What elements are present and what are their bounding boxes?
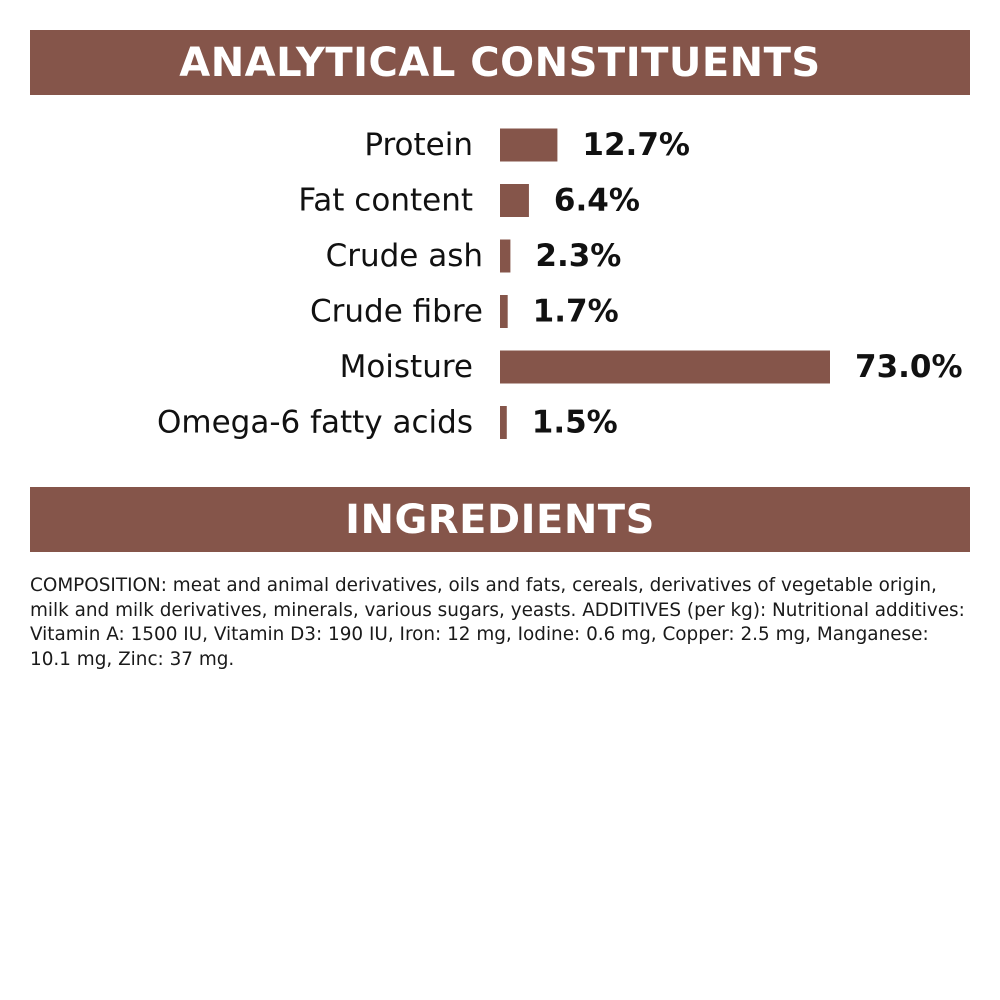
value-label: 1.5% bbox=[532, 405, 618, 441]
bar bbox=[500, 295, 508, 328]
category-label: Crude ash bbox=[326, 238, 483, 274]
category-label: Fat content bbox=[298, 183, 473, 219]
category-label: Crude fibre bbox=[310, 294, 483, 330]
bar bbox=[500, 184, 529, 217]
composition-text: COMPOSITION: meat and animal derivatives… bbox=[30, 575, 965, 670]
bar bbox=[500, 406, 507, 439]
ingredients-header: INGREDIENTS bbox=[30, 487, 970, 552]
value-label: 6.4% bbox=[554, 183, 640, 219]
value-label: 2.3% bbox=[535, 238, 621, 274]
category-label: Moisture bbox=[340, 349, 473, 385]
category-label: Protein bbox=[364, 127, 473, 163]
analytical-constituents-header: ANALYTICAL CONSTITUENTS bbox=[30, 30, 970, 95]
bar bbox=[500, 239, 511, 273]
value-label: 73.0% bbox=[855, 349, 963, 385]
value-label: 1.7% bbox=[533, 294, 619, 330]
category-label: Omega-6 fatty acids bbox=[157, 405, 473, 441]
bar bbox=[500, 128, 558, 162]
value-label: 12.7% bbox=[582, 127, 690, 163]
bar bbox=[500, 350, 830, 384]
analytical-constituents-chart: Protein 12.7% Fat content 6.4% Crude ash 2.3%… bbox=[157, 127, 963, 441]
